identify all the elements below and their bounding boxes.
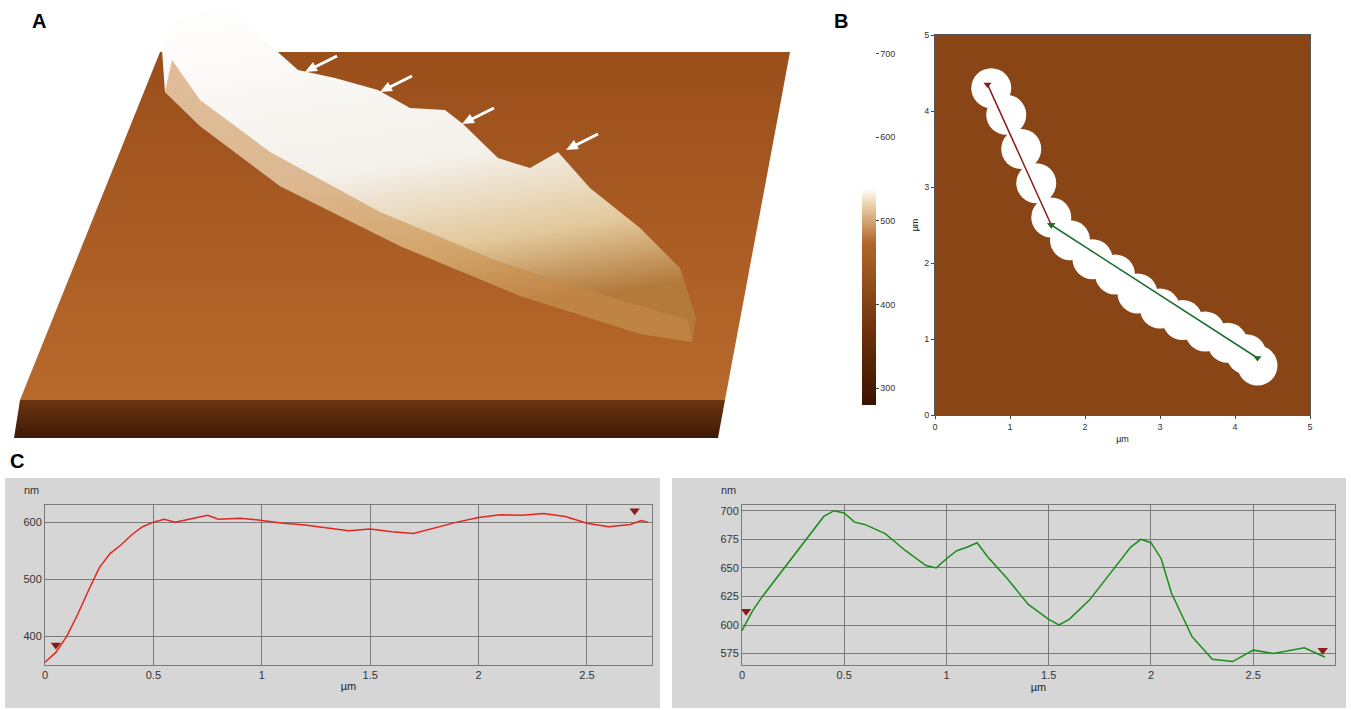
svg-text:3: 3: [924, 182, 929, 192]
svg-text:5: 5: [1307, 422, 1312, 432]
svg-text:nm: nm: [24, 484, 39, 496]
svg-text:675: 675: [720, 533, 738, 545]
svg-text:625: 625: [720, 590, 738, 602]
svg-text:0: 0: [924, 410, 929, 420]
svg-text:700: 700: [720, 505, 738, 517]
svg-text:4: 4: [1232, 422, 1237, 432]
svg-text:300: 300: [880, 383, 895, 393]
svg-text:1.5: 1.5: [363, 669, 378, 681]
svg-text:nm: nm: [721, 484, 736, 496]
svg-text:0: 0: [42, 669, 48, 681]
svg-text:2: 2: [1082, 422, 1087, 432]
svg-text:4: 4: [924, 106, 929, 116]
svg-text:1: 1: [1007, 422, 1012, 432]
svg-text:B: B: [834, 10, 848, 32]
svg-text:500: 500: [23, 573, 41, 585]
svg-text:0.5: 0.5: [146, 669, 161, 681]
svg-text:0: 0: [932, 422, 937, 432]
svg-text:700: 700: [880, 49, 895, 59]
svg-text:600: 600: [23, 516, 41, 528]
svg-text:µm: µm: [910, 219, 920, 232]
svg-text:C: C: [10, 450, 24, 472]
svg-text:600: 600: [880, 132, 895, 142]
svg-text:2.5: 2.5: [579, 669, 594, 681]
svg-text:2: 2: [924, 258, 929, 268]
svg-text:0.5: 0.5: [837, 669, 852, 681]
svg-text:650: 650: [720, 562, 738, 574]
svg-text:2: 2: [476, 669, 482, 681]
svg-text:1.5: 1.5: [1041, 669, 1056, 681]
svg-text:1: 1: [259, 669, 265, 681]
svg-text:400: 400: [880, 300, 895, 310]
svg-text:µm: µm: [341, 680, 357, 692]
svg-text:3: 3: [1157, 422, 1162, 432]
svg-text:500: 500: [880, 216, 895, 226]
svg-text:A: A: [32, 10, 46, 32]
svg-text:575: 575: [720, 647, 738, 659]
svg-text:µm: µm: [1116, 434, 1129, 444]
svg-text:1: 1: [924, 334, 929, 344]
svg-text:400: 400: [23, 630, 41, 642]
svg-text:2: 2: [1148, 669, 1154, 681]
svg-text:1: 1: [943, 669, 949, 681]
svg-text:2.5: 2.5: [1246, 669, 1261, 681]
svg-text:600: 600: [720, 619, 738, 631]
svg-text:5: 5: [924, 30, 929, 40]
svg-text:0: 0: [739, 669, 745, 681]
svg-text:µm: µm: [1031, 681, 1047, 693]
